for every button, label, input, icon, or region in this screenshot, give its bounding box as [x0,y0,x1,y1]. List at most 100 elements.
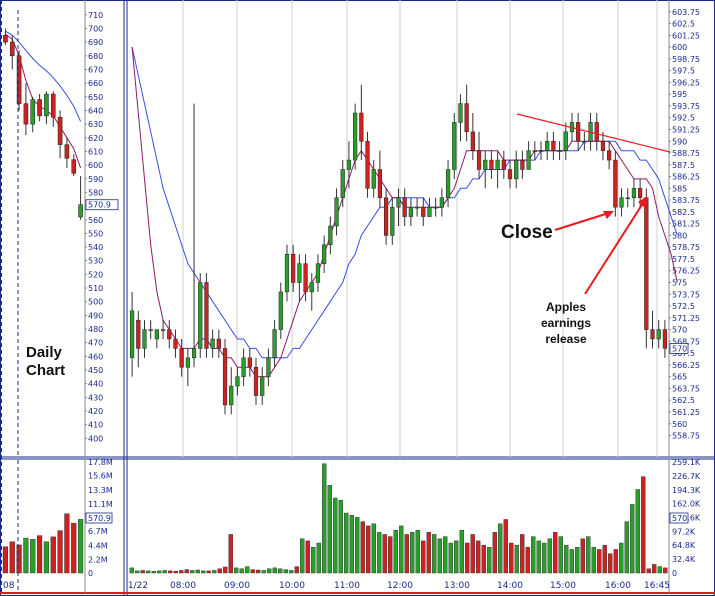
volume-bar [217,568,222,574]
y-tick-label: 565 [672,373,687,382]
volume-bar [278,568,283,574]
last-value-label: 570.9 [88,514,111,523]
y-tick-label: 571.25 [672,314,700,323]
volume-bar [382,534,387,574]
x-tick-label: 10:00 [279,581,305,591]
candle-up [185,357,190,368]
y-tick-label: 440 [88,380,103,389]
y-tick-label: 585 [672,184,687,193]
volume-bar [437,538,442,574]
y-tick-label: 410 [88,421,103,430]
volume-bar [173,571,178,574]
candle-up [278,291,283,330]
volume-bar [514,544,519,574]
y-tick-label: 640 [88,106,103,115]
volume-bar [531,536,536,574]
y-tick-label: 4.4M [88,542,108,551]
candle-down [600,141,606,151]
volume-bar [569,549,574,574]
daily-chart-label-line1: Daily [26,344,63,361]
y-tick-label: 620 [88,134,103,143]
y-tick-label: 597.5 [672,67,695,76]
earnings-arrow-head [638,196,647,208]
candle-up [619,197,624,208]
y-tick-label: 64.8K [672,541,696,550]
candle-up [44,93,49,117]
earnings-label-line1: Apples [546,300,586,314]
candle-up [154,329,159,340]
candle-down [470,131,475,151]
candle-up [532,150,537,152]
candle-down [291,254,296,283]
volume-bar [338,499,343,574]
volume-bar [316,542,321,574]
candle-up [495,159,500,170]
y-tick-label: 420 [88,407,103,416]
volume-bar [64,513,70,574]
candle-up [235,376,240,387]
candle-up [390,206,395,236]
last-price-label: 570.9 [88,201,111,210]
candle-down [71,159,77,174]
y-tick-label: 700 [88,24,103,33]
candle-up [545,141,550,151]
y-tick-label: 558.75 [672,432,700,441]
y-tick-label: 603.75 [672,8,700,17]
volume-bar [140,570,145,574]
y-tick-label: 259.1K [672,458,701,467]
candle-up [427,206,432,217]
volume-bar [542,542,547,574]
candle-up [309,282,314,293]
volume-bar [36,535,43,574]
candle-up [656,329,661,340]
volume-bar [239,568,244,574]
volume-bar [421,540,426,574]
volume-bar [344,512,349,574]
y-tick-label: 680 [88,52,103,61]
y-tick-label: 2.2M [88,555,108,564]
volume-bar [426,532,431,574]
y-tick-label: 670 [88,65,103,74]
candle-up [396,197,401,208]
candle-up [514,159,519,180]
volume-bar [267,568,272,574]
y-tick-label: 490 [88,311,103,320]
y-tick-label: 581.25 [672,220,700,229]
candle-up [445,169,451,198]
last-price-label: 570 [672,344,687,353]
volume-bar [366,525,371,574]
y-tick-label: 572.5 [672,302,695,311]
candle-up [129,310,135,359]
volume-bar [355,517,360,574]
volume-bar [360,521,365,574]
volume-bar [16,544,22,574]
close-arrow-shaft [554,211,613,231]
candle-up [297,263,302,283]
y-tick-label: 588.75 [672,149,700,158]
candle-down [253,367,259,396]
volume-bar [162,570,167,574]
volume-bar [195,569,200,574]
candle-up [458,103,463,123]
x-tick-label: 08:00 [170,581,196,591]
volume-bar [498,523,503,574]
volume-bar [71,522,77,574]
volume-bar [135,570,140,574]
candle-up [483,159,488,170]
y-tick-label: 583.75 [672,196,700,205]
last-value-tag [85,512,113,524]
y-tick-label: 592.5 [672,114,695,123]
candle-up [452,122,457,170]
volume-bar [492,532,497,574]
y-tick-label: 591.25 [672,125,700,134]
candle-down [644,197,649,330]
volume-bar [300,538,305,574]
candle-down [607,150,612,161]
volume-bar [613,549,618,574]
volume-bar [525,547,530,574]
y-tick-label: 550 [88,229,103,238]
x-tick-label: 14:00 [497,581,523,591]
volume-bar [9,541,15,574]
candle-up [266,357,271,377]
candle-up [371,169,376,189]
